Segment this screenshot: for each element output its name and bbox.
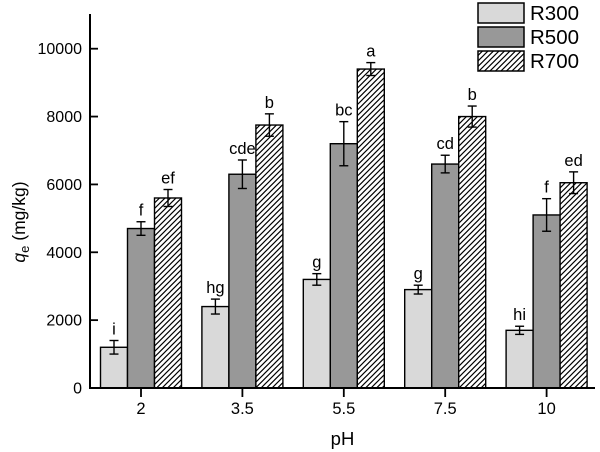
error-bar-r500-ph2 [136,221,146,237]
bar-r300-ph10 [505,329,534,389]
series-r500: f cde bc cd f [126,102,561,389]
sig-label-r700-ph5.5: a [366,43,376,61]
bar-r700-ph5.5 [356,68,385,389]
y-tick-label: 2000 [46,313,82,330]
bar-r700-ph2 [153,197,183,389]
y-tick-label: 0 [73,381,82,398]
y-axis-title-units: (mg/kg) [9,181,29,245]
sig-label-r500-ph5.5: bc [335,102,352,120]
bar-r500-ph5.5 [329,143,358,389]
legend-swatch-r700 [477,50,525,72]
error-bar-r700-ph7.5 [467,105,477,128]
bar-r700-ph3.5 [255,124,284,389]
bar-r300-ph3.5 [201,305,230,389]
bar-r500-ph10 [532,214,561,389]
bar-r500-ph7.5 [431,163,460,389]
x-tick-label: 7.5 [434,400,457,418]
legend-swatch-r500 [477,26,525,48]
legend-label-r500: R500 [530,26,579,49]
error-bar-r700-ph5.5 [366,61,376,77]
x-axis-title: pH [331,428,355,449]
bar-r300-ph5.5 [302,278,331,389]
y-axis-title: qe (mg/kg) [9,181,32,262]
sig-label-r300-ph5.5: g [312,254,321,272]
legend-label-r700: R700 [530,50,579,73]
error-bar-r500-ph10 [542,197,552,232]
error-bar-r300-ph3.5 [210,298,220,315]
sig-label-r300-ph3.5: hg [206,279,224,297]
sig-label-r700-ph10: ed [564,152,582,170]
error-bar-r700-ph2 [163,188,173,208]
legend-swatch-r300 [477,2,525,24]
error-bar-r500-ph7.5 [440,154,450,174]
y-tick-label: 8000 [46,109,82,126]
sig-label-r500-ph7.5: cd [436,135,453,153]
x-tick-label: 2 [136,400,145,418]
y-tick-label: 4000 [46,245,82,262]
bar-r300-ph7.5 [404,288,433,389]
error-bar-r300-ph2 [109,339,119,355]
error-bar-r700-ph3.5 [264,113,274,137]
error-bar-r700-ph10 [569,171,579,195]
bar-r700-ph10 [559,182,588,389]
error-bar-r300-ph10 [515,325,525,336]
x-tick-label: 5.5 [332,400,355,418]
series-r700: ef b a b ed [153,43,588,389]
bar-r500-ph2 [126,227,156,389]
y-tick-label: 6000 [46,177,82,194]
legend-label-r300: R300 [530,2,579,25]
sig-label-r700-ph2: ef [161,170,175,188]
error-bar-r300-ph5.5 [312,272,322,286]
sig-label-r700-ph7.5: b [468,86,477,104]
x-tick-label: 10 [537,400,555,418]
series-r300: i hg g g hi [99,254,534,389]
bar-r700-ph7.5 [458,115,487,389]
y-axis-title-subscript: e [17,246,32,253]
sig-label-r300-ph10: hi [513,306,526,324]
sig-label-r500-ph3.5: cde [229,140,256,158]
error-bar-r500-ph5.5 [339,120,349,167]
sig-label-r500-ph2: f [139,202,144,220]
axes [89,14,595,389]
error-bar-r300-ph7.5 [413,284,423,295]
x-tick-label: 3.5 [231,400,254,418]
sig-label-r500-ph10: f [544,179,549,197]
y-tick-label: 10000 [38,41,83,58]
sig-label-r700-ph3.5: b [265,94,274,112]
bar-r500-ph3.5 [228,173,257,389]
y-ticks: 0 2000 4000 6000 8000 10000 [38,41,98,398]
sig-label-r300-ph2: i [112,320,116,338]
error-bar-r500-ph3.5 [237,159,247,190]
sig-label-r300-ph7.5: g [414,265,423,283]
y-axis-title-symbol: q [9,253,29,263]
x-ticks: 2 3.5 5.5 7.5 10 [136,388,556,418]
